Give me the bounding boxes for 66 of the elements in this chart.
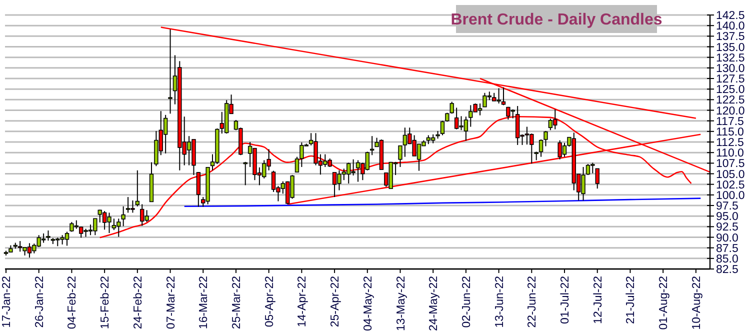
x-tick-label: 12-Jul-22: [592, 276, 604, 324]
y-tick-label: 110.0: [716, 148, 744, 160]
y-tick-label: 95.0: [716, 211, 738, 224]
y-tick-label: 97.5: [716, 200, 738, 213]
x-tick-label: 01-Aug-22: [658, 276, 670, 330]
x-tick-label: 15-Feb-22: [100, 276, 112, 330]
y-tick-label: 122.5: [716, 94, 745, 107]
x-tick-label: 14-Apr-22: [296, 276, 309, 328]
x-tick-label: 24-May-22: [428, 276, 440, 331]
candlestick: [440, 120, 445, 136]
y-tick-label: 120.0: [716, 105, 745, 118]
y-tick-label: 115.0: [716, 126, 744, 138]
x-tick-label: 04-Feb-22: [66, 276, 79, 330]
x-tick-label: 25-Mar-22: [231, 276, 243, 330]
y-tick-label: 125.0: [716, 84, 745, 96]
y-tick-label: 137.5: [716, 31, 745, 44]
candlestick: [196, 172, 201, 208]
x-tick-label: 01-Jul-22: [560, 276, 572, 324]
y-tick-label: 117.5: [716, 116, 744, 128]
y-tick-label: 107.5: [716, 158, 745, 170]
y-tick-label: 140.0: [716, 20, 745, 33]
x-tick-label: 16-Mar-22: [198, 276, 210, 330]
y-tick-label: 87.5: [716, 242, 738, 255]
y-tick-label: 112.5: [716, 137, 744, 150]
x-tick-label: 02-Jun-22: [460, 276, 473, 328]
candlestick: [163, 114, 168, 154]
y-tick-label: 130.0: [716, 62, 745, 75]
x-tick-label: 17-Jan-22: [1, 276, 14, 328]
candlestick: [121, 206, 126, 227]
line-series: [184, 198, 702, 207]
x-tick-label: 24-Feb-22: [132, 276, 144, 330]
x-tick-label: 13-May-22: [395, 276, 408, 331]
y-tick-label: 100.0: [716, 190, 745, 202]
x-tick-label: 13-Jun-22: [494, 276, 506, 328]
y-tick-label: 132.5: [716, 52, 745, 64]
candlestick: [112, 218, 116, 231]
x-tick-label: 25-Apr-22: [330, 276, 342, 328]
x-tick-label: 04-May-22: [362, 276, 374, 331]
chart-title: Brent Crude - Daily Candles: [450, 12, 662, 29]
y-tick-label: 142.5: [716, 10, 745, 22]
candlestick: [538, 138, 544, 158]
candlestick: [135, 170, 140, 207]
y-tick-label: 92.5: [716, 222, 738, 234]
y-tick-label: 105.0: [716, 168, 745, 181]
candlestick: [450, 101, 454, 114]
candlestick: [398, 145, 402, 168]
x-tick-label: 07-Mar-22: [165, 276, 178, 330]
x-tick-label: 05-Apr-22: [264, 276, 276, 328]
x-tick-label: 22-Jun-22: [526, 276, 539, 328]
y-tick-label: 102.5: [716, 179, 745, 192]
x-tick-label: 26-Jan-22: [34, 276, 46, 328]
candlestick: [544, 130, 548, 147]
y-tick-label: 82.5: [716, 264, 738, 276]
candlestick: [168, 28, 172, 114]
y-tick-label: 85.0: [716, 253, 738, 266]
y-tick-label: 127.5: [716, 74, 745, 86]
candlestick: [41, 232, 46, 244]
x-tick-label: 10-Aug-22: [690, 276, 703, 330]
y-tick-label: 135.0: [716, 42, 745, 54]
y-tick-label: 90.0: [716, 232, 738, 244]
x-tick-label: 21-Jul-22: [625, 276, 638, 324]
candlestick: [595, 168, 600, 190]
candlestick: [46, 230, 50, 242]
candlestick: [548, 118, 553, 131]
candlestick: [501, 86, 506, 106]
candlestick: [402, 127, 408, 158]
